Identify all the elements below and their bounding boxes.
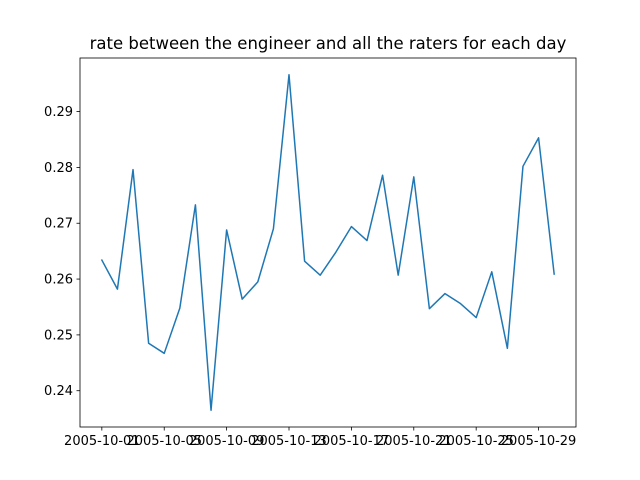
x-tick-label: 2005-10-29 [501, 434, 577, 449]
x-tick-label: 2005-10-17 [314, 434, 390, 449]
x-tick-label: 2005-10-05 [126, 434, 202, 449]
y-tick-label: 0.27 [44, 217, 73, 232]
x-tick-label: 2005-10-25 [438, 434, 514, 449]
plot-area [79, 57, 577, 428]
x-tick-label: 2005-10-13 [251, 434, 327, 449]
y-tick-label: 0.29 [44, 105, 73, 120]
chart-title: rate between the engineer and all the ra… [90, 34, 567, 53]
y-tick-label: 0.24 [44, 384, 73, 399]
x-tick-label: 2005-10-01 [64, 434, 140, 449]
y-axis: 0.24 0.25 0.26 0.27 0.28 0.29 [44, 105, 80, 399]
x-axis: 2005-10-012005-10-052005-10-092005-10-13… [64, 427, 576, 449]
x-tick-label: 2005-10-09 [189, 434, 265, 449]
series-line [100, 74, 555, 411]
series-layer [100, 74, 555, 411]
y-tick-label: 0.26 [44, 273, 73, 288]
y-tick-label: 0.28 [44, 161, 73, 176]
x-tick-label: 2005-10-21 [376, 434, 452, 449]
y-tick-label: 0.25 [44, 328, 73, 343]
